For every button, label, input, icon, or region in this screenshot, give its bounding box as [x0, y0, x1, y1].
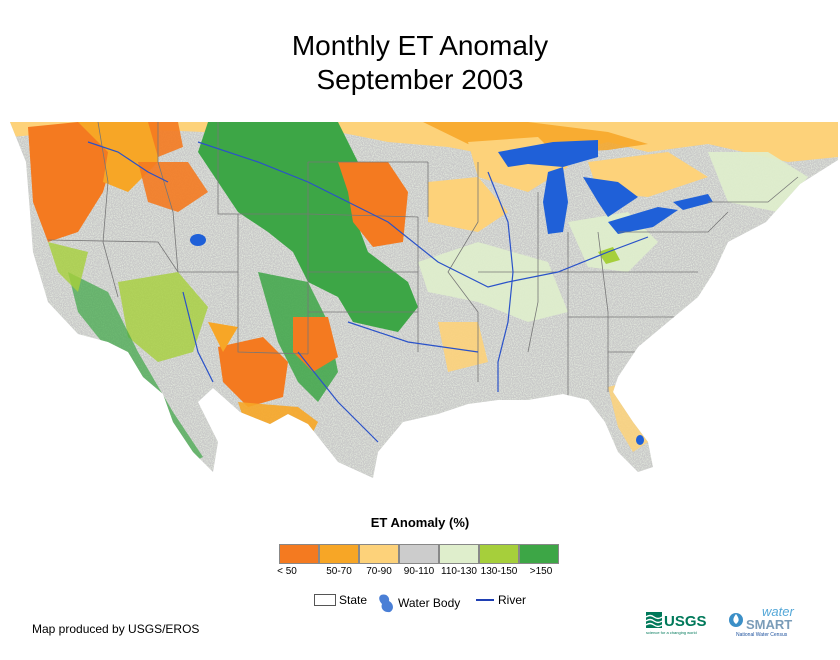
lake-michigan [543, 167, 568, 234]
new-england-wet [708, 152, 808, 212]
watersmart-logo-mark: water SMART National Water Census [729, 604, 794, 638]
legend-label-70-90: 70-90 [366, 566, 392, 577]
legend-title: ET Anomaly (%) [370, 515, 470, 530]
legend-label-50-70: 50-70 [326, 566, 352, 577]
minnesota-dry [428, 177, 508, 232]
legend-key-river: River [476, 593, 526, 607]
legend-swatch-110-130 [439, 544, 479, 564]
southwest-wet [118, 272, 208, 362]
river-line-icon [476, 599, 494, 601]
pacific-nw-dry [28, 122, 118, 242]
legend-swatch-gt150 [519, 544, 559, 564]
nw-interior-dry [78, 122, 158, 192]
legend-swatch-50-70 [319, 544, 359, 564]
legend-swatch-90-110 [399, 544, 439, 564]
legend-swatch-70-90 [359, 544, 399, 564]
watersmart-logo: water SMART National Water Census [728, 604, 812, 638]
svg-text:science for a changing world: science for a changing world [646, 630, 697, 635]
et-anomaly-map [10, 122, 838, 478]
svg-text:USGS: USGS [664, 613, 707, 630]
legend-swatch-lt50 [279, 544, 319, 564]
arkansas-dry [438, 322, 488, 372]
arizona-nm-dry [218, 337, 288, 407]
great-salt-lake [190, 234, 206, 246]
legend-swatch-130-150 [479, 544, 519, 564]
idaho-dry [138, 162, 208, 212]
lake-superior [498, 140, 598, 167]
legend-label-110-130: 110-130 [441, 566, 477, 577]
usgs-logo-mark: USGS science for a changing world [645, 612, 707, 635]
legend-label-gt150: >150 [529, 566, 553, 577]
water-body-icon [379, 594, 393, 613]
nm-east-dry [293, 317, 338, 372]
lake-okeechobee [636, 435, 644, 445]
map-credit: Map produced by USGS/EROS [32, 622, 200, 636]
az-north-dry [208, 322, 238, 352]
rivers [87, 141, 649, 443]
lake-ontario [673, 194, 713, 210]
florida-dry [608, 382, 648, 452]
map-subtitle: September 2003 [316, 64, 524, 95]
legend-key-water-label: Water Body [398, 596, 461, 610]
usgs-logo: USGS science for a changing world [645, 608, 722, 636]
legend-key-water: Water Body [378, 593, 460, 613]
map-title: Monthly ET Anomaly [291, 30, 549, 61]
legend-key-river-label: River [498, 593, 527, 607]
lake-huron [583, 177, 638, 217]
legend-label-lt50: < 50 [277, 566, 297, 577]
state-box-icon [314, 594, 336, 606]
legend-label-130-150: 130-150 [480, 566, 518, 577]
lake-erie [608, 207, 678, 234]
cornbelt-wet [418, 242, 568, 322]
legend-key-state: State [314, 593, 367, 607]
legend-label-90-110: 90-110 [403, 566, 435, 577]
wv-wet [598, 247, 620, 264]
california-wet [48, 242, 88, 292]
svg-text:SMART: SMART [746, 617, 792, 632]
svg-text:National Water Census: National Water Census [736, 632, 788, 638]
state-borders [47, 122, 799, 402]
legend-key-state-label: State [339, 593, 368, 607]
montana-dry [148, 122, 183, 157]
svg-text:water: water [762, 604, 794, 619]
dakotas-dry [338, 162, 408, 247]
